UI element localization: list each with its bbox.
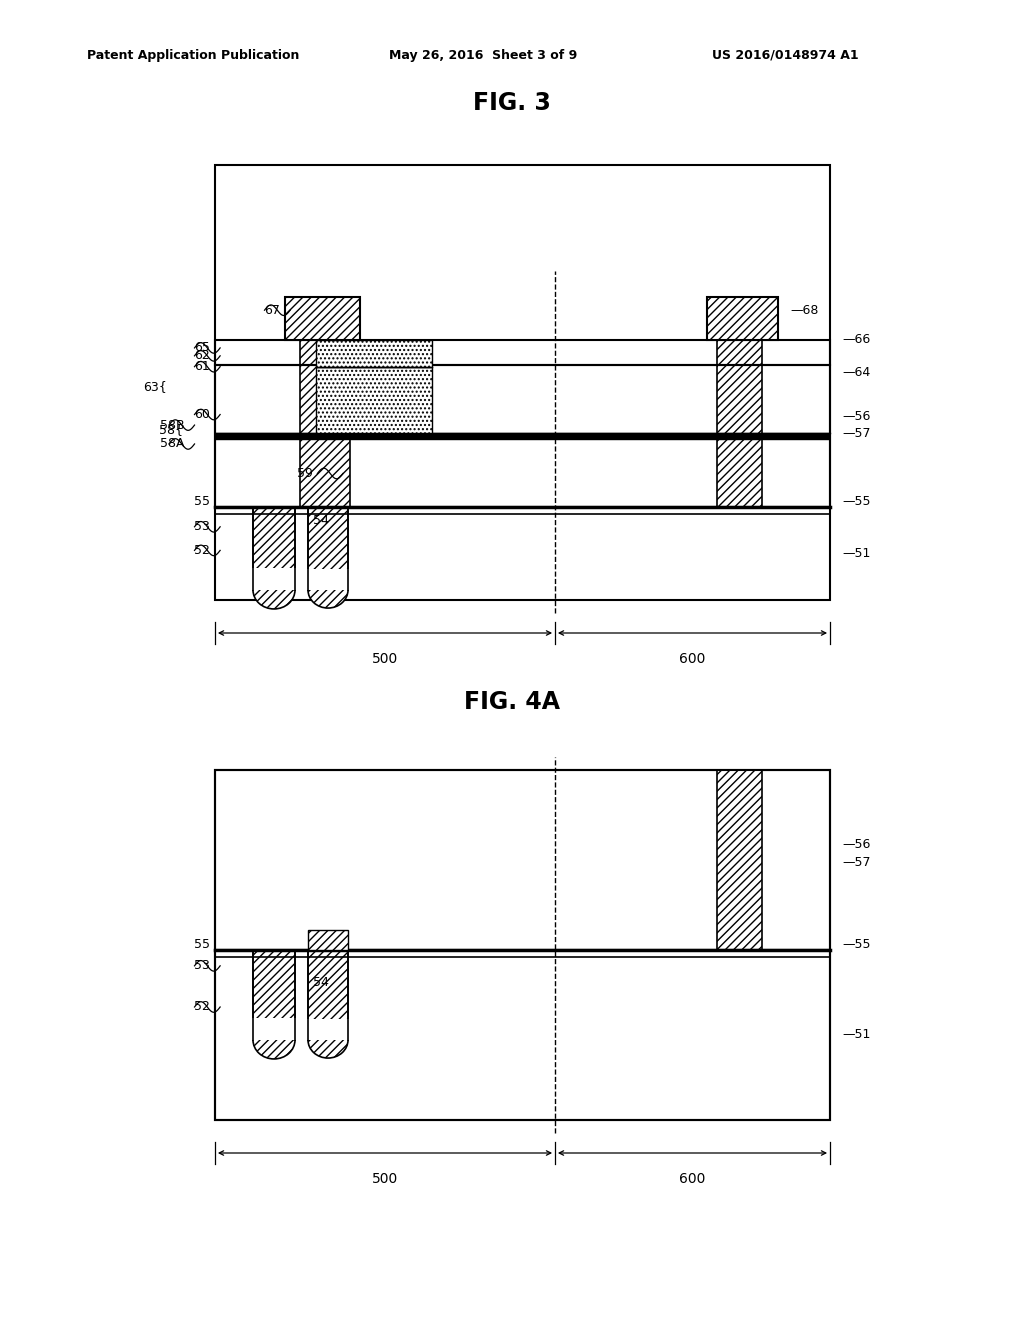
Bar: [300, 366, 350, 507]
Text: —66: —66: [843, 333, 870, 346]
Text: —55: —55: [843, 939, 870, 952]
Text: 54: 54: [313, 513, 329, 527]
Text: 55: 55: [194, 939, 210, 952]
Text: May 26, 2016  Sheet 3 of 9: May 26, 2016 Sheet 3 of 9: [389, 49, 578, 62]
Text: —51: —51: [843, 1028, 870, 1041]
Bar: [717, 770, 762, 950]
Bar: [252, 1019, 296, 1040]
Text: 65: 65: [194, 342, 210, 354]
Text: —57: —57: [843, 857, 870, 869]
Text: —55: —55: [843, 495, 870, 508]
Text: 53: 53: [194, 960, 210, 973]
Bar: [717, 337, 762, 366]
Bar: [308, 950, 348, 1040]
Text: —56: —56: [843, 409, 870, 422]
Text: Patent Application Publication: Patent Application Publication: [87, 49, 299, 62]
Bar: [717, 366, 762, 507]
Text: 600: 600: [679, 652, 706, 667]
Bar: [215, 433, 830, 440]
Bar: [215, 770, 830, 950]
Text: 62: 62: [195, 350, 210, 363]
Text: 53: 53: [194, 520, 210, 533]
Text: FIG. 4A: FIG. 4A: [464, 690, 560, 714]
Bar: [707, 297, 778, 341]
Bar: [215, 950, 830, 1119]
Text: 500: 500: [372, 1172, 398, 1187]
Ellipse shape: [253, 1022, 295, 1059]
Bar: [253, 507, 295, 590]
Bar: [316, 341, 432, 367]
Text: 58{: 58{: [159, 424, 182, 437]
Bar: [308, 931, 348, 950]
Bar: [252, 569, 296, 590]
Text: 600: 600: [679, 1172, 706, 1187]
Text: —57: —57: [843, 426, 870, 440]
Bar: [316, 367, 432, 433]
Ellipse shape: [308, 572, 348, 609]
Bar: [253, 950, 295, 1040]
Bar: [300, 341, 350, 366]
Text: 55: 55: [194, 495, 210, 508]
Text: 59: 59: [297, 467, 312, 480]
Bar: [215, 165, 830, 601]
Text: 52: 52: [194, 544, 210, 557]
Text: 58B: 58B: [160, 418, 184, 432]
Text: 61: 61: [195, 360, 210, 374]
Bar: [307, 569, 349, 590]
Bar: [215, 366, 830, 507]
Text: 500: 500: [372, 652, 398, 667]
Text: US 2016/0148974 A1: US 2016/0148974 A1: [712, 49, 858, 62]
Bar: [215, 770, 830, 1119]
Text: 60: 60: [194, 408, 210, 421]
Text: 52: 52: [194, 1001, 210, 1014]
Text: FIG. 3: FIG. 3: [473, 91, 551, 115]
Text: —64: —64: [843, 366, 870, 379]
Bar: [285, 297, 360, 341]
Bar: [308, 507, 348, 590]
Text: —56: —56: [843, 838, 870, 850]
Ellipse shape: [253, 572, 295, 609]
Text: —68: —68: [791, 304, 818, 317]
Text: 58A: 58A: [160, 437, 184, 450]
Ellipse shape: [308, 1022, 348, 1059]
Bar: [307, 1019, 349, 1040]
Text: —51: —51: [843, 546, 870, 560]
Bar: [215, 341, 830, 366]
Text: 67: 67: [264, 304, 280, 317]
Text: 63{: 63{: [143, 380, 167, 393]
Text: 54: 54: [313, 977, 329, 990]
